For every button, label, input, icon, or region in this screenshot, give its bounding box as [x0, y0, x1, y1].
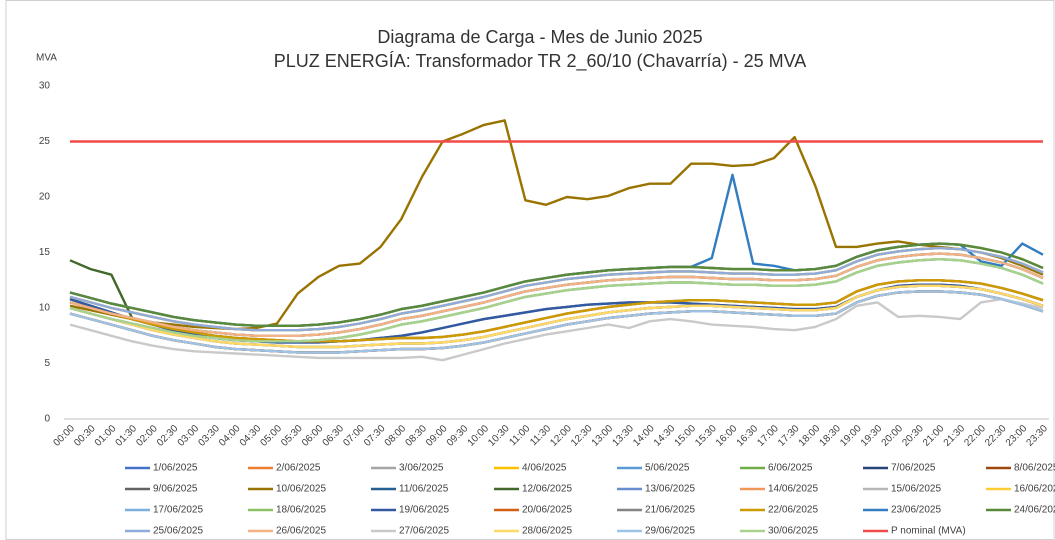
- chart-subtitle: PLUZ ENERGÍA: Transformador TR 2_60/10 (…: [274, 51, 807, 72]
- series-line: [69, 246, 1044, 332]
- legend-label: 4/06/2025: [522, 463, 567, 474]
- legend-label: 21/06/2025: [645, 505, 695, 516]
- series-line: [69, 284, 1044, 349]
- y-tick-label: 5: [44, 358, 50, 369]
- legend-label: 13/06/2025: [645, 484, 695, 495]
- legend-label: 8/06/2025: [1014, 463, 1055, 474]
- legend-label: 1/06/2025: [153, 463, 198, 474]
- series-line: [69, 242, 1044, 327]
- legend-label: P nominal (MVA): [891, 526, 966, 537]
- legend-label: 7/06/2025: [891, 463, 936, 474]
- legend-label: 18/06/2025: [276, 505, 326, 516]
- legend-label: 15/06/2025: [891, 484, 941, 495]
- y-axis-label: MVA: [36, 53, 57, 64]
- legend-label: 30/06/2025: [768, 526, 818, 537]
- series-line: [69, 290, 1044, 354]
- legend-label: 10/06/2025: [276, 484, 326, 495]
- chart-title: Diagrama de Carga - Mes de Junio 2025: [377, 27, 702, 47]
- legend-label: 26/06/2025: [276, 526, 326, 537]
- legend-label: 27/06/2025: [399, 526, 449, 537]
- y-tick-label: 15: [39, 247, 51, 258]
- legend-label: 19/06/2025: [399, 505, 449, 516]
- legend-label: 5/06/2025: [645, 463, 690, 474]
- y-tick-label: 25: [39, 136, 51, 147]
- legend-label: 14/06/2025: [768, 484, 818, 495]
- legend-label: 22/06/2025: [768, 505, 818, 516]
- y-tick-label: 30: [39, 81, 51, 92]
- legend-label: 28/06/2025: [522, 526, 572, 537]
- legend-label: 20/06/2025: [522, 505, 572, 516]
- legend-label: 12/06/2025: [522, 484, 572, 495]
- chart-frame: [5, 0, 1055, 540]
- series-line: [69, 252, 1044, 337]
- series-line: [69, 279, 1044, 343]
- legend-label: 16/06/2025: [1014, 484, 1055, 495]
- legend-label: 23/06/2025: [891, 505, 941, 516]
- legend-label: 2/06/2025: [276, 463, 321, 474]
- y-tick-label: 0: [44, 414, 50, 425]
- legend-label: 24/06/2025: [1014, 505, 1055, 516]
- legend-label: 6/06/2025: [768, 463, 813, 474]
- legend-label: 17/06/2025: [153, 505, 203, 516]
- y-tick-label: 10: [39, 303, 51, 314]
- series-line: [69, 297, 1044, 362]
- legend-label: 25/06/2025: [153, 526, 203, 537]
- legend-label: 11/06/2025: [399, 484, 449, 495]
- legend-label: 9/06/2025: [153, 484, 198, 495]
- y-tick-label: 20: [39, 192, 51, 203]
- series-line: [69, 258, 1044, 343]
- legend-label: 3/06/2025: [399, 463, 444, 474]
- legend-label: 29/06/2025: [645, 526, 695, 537]
